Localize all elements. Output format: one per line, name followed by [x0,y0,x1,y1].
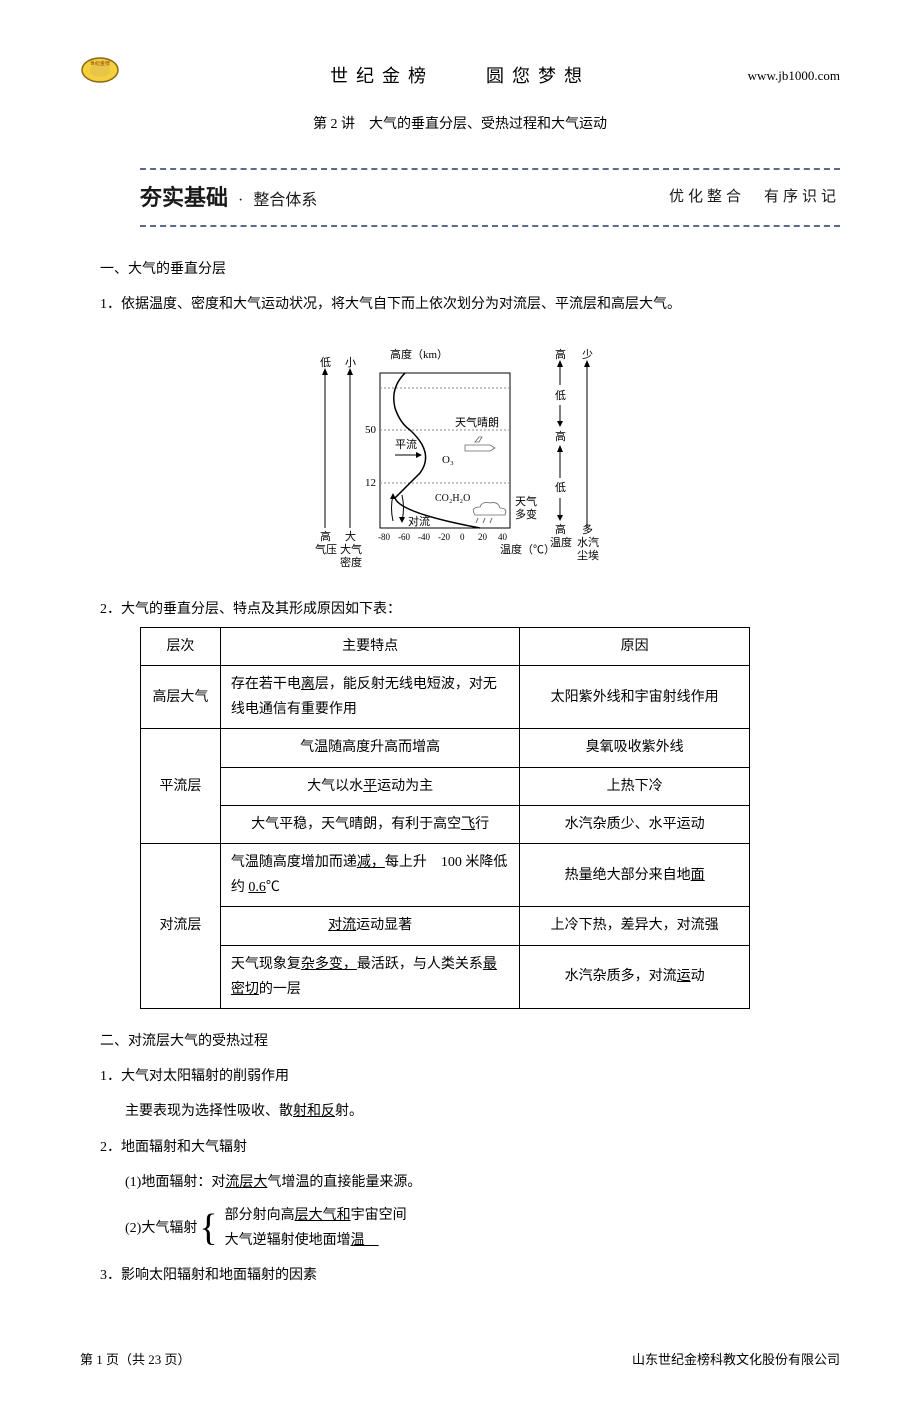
cell-feature: 天气现象复杂多变，最活跃，与人类关系最密切的一层 [220,945,519,1008]
s2-p1-body: 主要表现为选择性吸收、散射和反射。 [125,1099,840,1124]
th-layer: 层次 [141,627,221,665]
s2-p1-label: 1．大气对太阳辐射的削弱作用 [100,1064,840,1089]
s1-heading: 一、大气的垂直分层 [100,257,840,282]
svg-text:12: 12 [365,477,376,489]
cell-reason: 热量绝大部分来自地面 [520,844,750,907]
cell-layer: 对流层 [141,844,221,1009]
cell-reason: 水汽杂质少、水平运动 [520,805,750,843]
cell-reason: 太阳紫外线和宇宙射线作用 [520,666,750,729]
svg-text:高: 高 [555,429,566,443]
cell-feature: 气温随高度升高而增高 [220,729,519,767]
svg-text:高度（km）: 高度（km） [390,347,448,361]
svg-text:高: 高 [555,347,566,361]
cell-reason: 上热下冷 [520,767,750,805]
svg-text:50: 50 [365,424,377,436]
s2-p2-label: 2．地面辐射和大气辐射 [100,1135,840,1160]
banner-main: 夯实基础 [140,178,228,218]
section-banner: 夯实基础 · 整合体系 优化整合 有序识记 [140,168,840,228]
svg-text:O₃: O₃ [442,454,454,466]
th-feature: 主要特点 [220,627,519,665]
header-url: www.jb1000.com [748,64,840,87]
page-footer: 第 1 页（共 23 页） 山东世纪金榜科教文化股份有限公司 [80,1348,840,1371]
svg-text:温度: 温度 [550,535,572,549]
svg-text:大气: 大气 [340,542,362,556]
s2-p2-2-label: (2)大气辐射 [125,1216,197,1241]
cell-feature: 大气平稳，天气晴朗，有利于高空飞行 [220,805,519,843]
svg-text:多: 多 [582,522,593,536]
cell-layer: 高层大气 [141,666,221,729]
s1-p2: 2．大气的垂直分层、特点及其形成原因如下表： [100,597,840,622]
svg-text:低: 低 [555,481,566,494]
svg-text:对流: 对流 [408,514,430,528]
svg-text:低: 低 [320,356,331,369]
footer-right: 山东世纪金榜科教文化股份有限公司 [632,1348,840,1371]
svg-text:低: 低 [555,389,566,402]
left-brace-icon: { [199,1209,217,1247]
s2-p3-label: 3．影响太阳辐射和地面辐射的因素 [100,1263,840,1288]
header-title: 世纪金榜 圆您梦想 [330,60,590,92]
cell-feature: 气温随高度增加而递减，每上升 100 米降低约 0.6℃ [220,844,519,907]
bracket-line1: 部分射向高层大气和宇宙空间 [225,1203,407,1228]
th-reason: 原因 [520,627,750,665]
cell-reason: 臭氧吸收紫外线 [520,729,750,767]
svg-text:世纪金榜: 世纪金榜 [90,60,110,67]
s2-p2-1: (1)地面辐射：对流层大气增温的直接能量来源。 [125,1170,840,1195]
svg-text:高: 高 [555,522,566,536]
svg-text:-40: -40 [418,532,430,542]
banner-left: 夯实基础 · 整合体系 [140,178,317,218]
svg-text:CO₂H₂O: CO₂H₂O [435,493,470,504]
svg-text:大: 大 [345,529,356,543]
bracket-line2: 大气逆辐射使地面增温 [225,1228,407,1253]
page-header: 世纪金榜 世纪金榜 圆您梦想 www.jb1000.com [80,60,840,92]
svg-text:水汽: 水汽 [577,535,599,549]
lesson-title: 第 2 讲 大气的垂直分层、受热过程和大气运动 [80,112,840,137]
cell-feature: 大气以水平运动为主 [220,767,519,805]
svg-text:-80: -80 [378,532,390,542]
svg-text:密度: 密度 [340,555,362,569]
s1-p1: 1．依据温度、密度和大气运动状况，将大气自下而上依次划分为对流层、平流层和高层大… [100,292,840,317]
banner-dot: · [238,187,243,216]
s2-heading: 二、对流层大气的受热过程 [100,1029,840,1054]
svg-text:20: 20 [478,532,488,542]
cell-feature: 对流运动显著 [220,907,519,945]
svg-text:多变: 多变 [515,507,537,521]
svg-text:温度（℃）: 温度（℃） [500,542,555,556]
atmosphere-table: 层次 主要特点 原因 高层大气 存在若干电离层，能反射无线电短波，对无线电通信有… [140,627,750,1009]
svg-text:平流: 平流 [395,437,417,451]
cell-reason: 上冷下热，差异大，对流强 [520,907,750,945]
svg-text:天气: 天气 [515,494,537,508]
footer-left: 第 1 页（共 23 页） [80,1348,191,1371]
banner-sub: 整合体系 [253,187,317,216]
svg-text:气压: 气压 [315,542,337,556]
svg-text:-20: -20 [438,532,450,542]
svg-text:40: 40 [498,532,508,542]
svg-text:天气晴朗: 天气晴朗 [455,415,499,429]
logo-icon: 世纪金榜 [80,55,120,85]
svg-text:高: 高 [320,529,331,543]
atmosphere-diagram: 低 小 高 大 气压 大气 密度 高度（km） 50 12 -80 -60 -4… [80,333,840,582]
s2-p2-2: (2)大气辐射 { 部分射向高层大气和宇宙空间 大气逆辐射使地面增温 [125,1203,840,1253]
cell-reason: 水汽杂质多，对流运动 [520,945,750,1008]
svg-text:0: 0 [460,532,465,542]
cell-layer: 平流层 [141,729,221,844]
svg-text:-60: -60 [398,532,410,542]
svg-text:少: 少 [582,348,593,361]
banner-right: 优化整合 有序识记 [669,184,840,211]
svg-text:小: 小 [345,356,356,369]
cell-feature: 存在若干电离层，能反射无线电短波，对无线电通信有重要作用 [220,666,519,729]
svg-text:尘埃: 尘埃 [577,548,599,562]
